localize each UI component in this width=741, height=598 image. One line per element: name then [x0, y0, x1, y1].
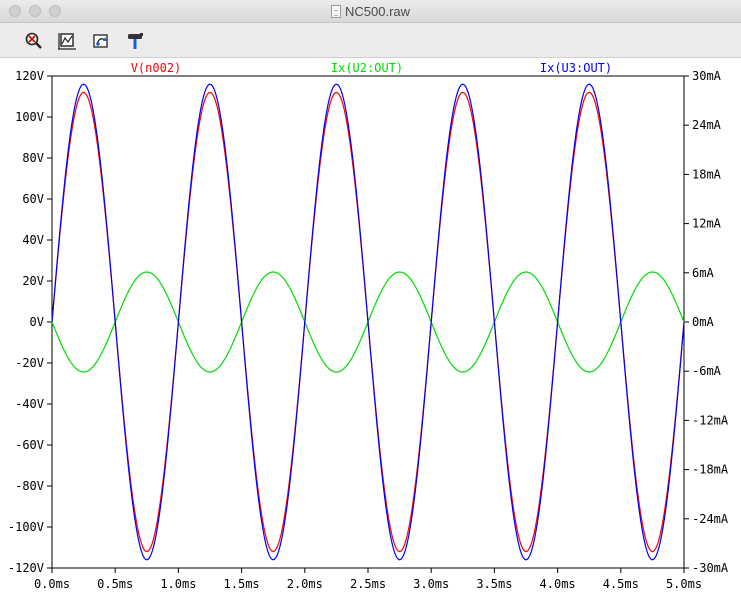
y-tick-label: -40V: [15, 397, 44, 411]
x-tick-label: 4.0ms: [540, 577, 576, 591]
window-title: NC500.raw: [344, 3, 411, 19]
x-tick-label: 2.5ms: [350, 577, 386, 591]
y2-tick-label: 18mA: [692, 167, 722, 181]
y2-tick-label: 12mA: [692, 217, 722, 231]
raw-file-icon: [330, 4, 341, 18]
zoom-window-button[interactable]: [49, 5, 61, 17]
zoom-full-icon: [58, 33, 76, 50]
waveform-plot[interactable]: 120V 100V 80V 60V 40V 20V 0V -20V -40V -60V -80V -1…: [0, 58, 741, 598]
y2-tick-label: 24mA: [692, 118, 722, 132]
legend-entry-2[interactable]: Ix(U3:OUT): [540, 61, 612, 75]
y2-tick-label: -18mA: [692, 463, 729, 477]
y-tick-label: -100V: [8, 520, 44, 534]
pan-tool-button[interactable]: [91, 31, 111, 51]
x-tick-label: 4.5ms: [603, 577, 639, 591]
y2-tick-label: -12mA: [692, 413, 729, 427]
y-tick-label: 100V: [15, 110, 44, 124]
minimize-window-button[interactable]: [29, 5, 41, 17]
x-tick-label: 0.5ms: [97, 577, 133, 591]
y-tick-label: 40V: [22, 233, 44, 247]
y-tick-label: 120V: [15, 69, 44, 83]
y2-tick-label: -6mA: [692, 364, 722, 378]
y-tick-label: 0V: [30, 315, 44, 329]
x-tick-label: 1.5ms: [224, 577, 260, 591]
hammer-tool-button[interactable]: [125, 31, 145, 51]
legend-entry-1[interactable]: Ix(U2:OUT): [331, 61, 403, 75]
zoom-out-icon: [25, 32, 42, 49]
x-tick-label: 3.0ms: [413, 577, 449, 591]
zoom-full-tool-button[interactable]: [57, 31, 77, 51]
close-window-button[interactable]: [9, 5, 21, 17]
y2-tick-label: 30mA: [692, 69, 722, 83]
x-tick-label: 0.0ms: [34, 577, 70, 591]
x-tick-label: 2.0ms: [287, 577, 323, 591]
x-tick-label: 5.0ms: [666, 577, 702, 591]
y-tick-label: 20V: [22, 274, 44, 288]
legend-entry-0[interactable]: V(n002): [131, 61, 182, 75]
y2-tick-label: 0mA: [692, 315, 714, 329]
zoom-out-tool-button[interactable]: [24, 31, 44, 51]
y-tick-label: 80V: [22, 151, 44, 165]
toolbar: [0, 23, 741, 58]
y2-tick-label: 6mA: [692, 266, 714, 280]
pan-icon: [93, 34, 108, 48]
y2-tick-label: -24mA: [692, 512, 729, 526]
y-tick-label: 60V: [22, 192, 44, 206]
title-bar: NC500.raw: [0, 0, 741, 23]
y-tick-label: -120V: [8, 561, 44, 575]
y-tick-label: -60V: [15, 438, 44, 452]
x-tick-label: 1.0ms: [160, 577, 196, 591]
hammer-icon: [128, 33, 143, 49]
y-tick-label: -20V: [15, 356, 44, 370]
y2-tick-label: -30mA: [692, 561, 729, 575]
y-tick-label: -80V: [15, 479, 44, 493]
x-tick-label: 3.5ms: [476, 577, 512, 591]
